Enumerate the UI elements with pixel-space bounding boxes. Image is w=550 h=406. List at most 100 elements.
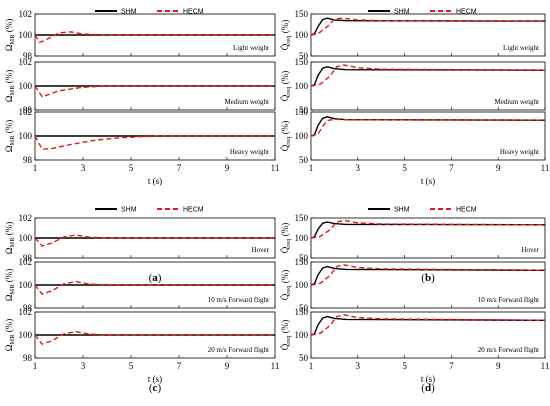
panel-caption: (c) <box>149 382 162 394</box>
panel-caption: (d) <box>421 382 435 394</box>
legend: SHM HECM <box>368 9 477 16</box>
x-tick-label: 3 <box>356 361 361 371</box>
panel-caption: (b) <box>421 272 435 284</box>
x-tick-label: 7 <box>177 361 182 371</box>
x-tick-label: 1 <box>33 361 38 371</box>
y-tick-label: 100 <box>295 233 309 243</box>
y-tick-label: 100 <box>295 131 309 141</box>
y-tick-label: 100 <box>19 30 33 40</box>
panel-note: Medium weight <box>224 98 269 106</box>
y-tick-label: 100 <box>295 330 309 340</box>
y-tick-label: 50 <box>299 353 309 363</box>
panel-note: Hover <box>252 246 270 254</box>
x-tick-label: 11 <box>271 361 280 371</box>
y-tick-label: 150 <box>295 107 309 117</box>
x-tick-label: 11 <box>541 163 550 173</box>
x-axis-label: t (s) <box>421 176 435 186</box>
y-tick-label: 98 <box>23 105 33 115</box>
x-tick-label: 9 <box>496 163 501 173</box>
y-tick-label: 50 <box>299 51 309 61</box>
y-tick-label: 102 <box>19 213 33 223</box>
y-tick-label: 50 <box>299 105 309 115</box>
y-axis-label: Q̇req (%) <box>280 20 292 51</box>
series-hecm <box>310 64 546 87</box>
panel-caption: (a) <box>149 272 162 284</box>
y-tick-label: 100 <box>19 280 33 290</box>
legend-label-shm: SHM <box>121 207 137 214</box>
y-tick-label: 150 <box>295 57 309 67</box>
y-axis-label: Q̇req (%) <box>280 270 292 301</box>
y-axis-label: ΩMR (%) <box>4 120 16 153</box>
series-hecm <box>34 234 275 247</box>
y-axis-label: ΩMR (%) <box>4 19 16 52</box>
y-axis-label: ΩMR (%) <box>4 70 16 103</box>
x-tick-label: 9 <box>496 361 501 371</box>
x-axis-label: t (s) <box>421 374 435 384</box>
y-tick-label: 100 <box>295 81 309 91</box>
series-shm <box>310 315 546 336</box>
series-hecm <box>310 314 546 336</box>
x-tick-label: 5 <box>129 163 134 173</box>
series-hecm <box>310 17 546 36</box>
y-tick-label: 50 <box>299 155 309 165</box>
x-tick-label: 11 <box>541 361 550 371</box>
panel-note: Hover <box>522 246 540 254</box>
panel-note: 20 m/s Forward flight <box>208 346 269 354</box>
y-tick-label: 98 <box>23 303 33 313</box>
series-hecm <box>34 85 275 98</box>
x-tick-label: 5 <box>402 163 407 173</box>
y-tick-label: 100 <box>19 330 33 340</box>
y-tick-label: 50 <box>299 303 309 313</box>
series-hecm <box>310 264 546 286</box>
legend-label-hecm: HECM <box>456 9 477 16</box>
series-hecm <box>310 118 546 137</box>
panel-note: 20 m/s Forward flight <box>478 346 539 354</box>
y-tick-label: 100 <box>19 131 33 141</box>
legend-label-shm: SHM <box>394 207 410 214</box>
panel-note: Light weight <box>503 44 539 52</box>
x-tick-label: 3 <box>81 361 86 371</box>
panel-note: 10 m/s Forward flight <box>478 296 539 304</box>
panel-note: Heavy weight <box>230 148 269 156</box>
legend-label-shm: SHM <box>121 9 137 16</box>
x-tick-label: 5 <box>129 361 134 371</box>
y-axis-label: Q̇req (%) <box>280 71 292 102</box>
series-shm <box>310 265 546 286</box>
y-axis-label: ΩMR (%) <box>4 269 16 302</box>
panel-note: Medium weight <box>494 98 539 106</box>
legend: SHM HECM <box>368 207 477 214</box>
y-tick-label: 100 <box>295 30 309 40</box>
y-axis-label: Q̇req (%) <box>280 320 292 351</box>
y-tick-label: 100 <box>19 81 33 91</box>
y-tick-label: 98 <box>23 253 33 263</box>
y-tick-label: 150 <box>295 307 309 317</box>
x-tick-label: 3 <box>81 163 86 173</box>
x-axis-label: t (s) <box>148 176 162 186</box>
y-axis-label: ΩMR (%) <box>4 222 16 255</box>
legend-label-hecm: HECM <box>183 207 204 214</box>
x-tick-label: 1 <box>309 361 314 371</box>
legend-label-hecm: HECM <box>183 9 204 16</box>
y-axis-label: Q̇req (%) <box>280 121 292 152</box>
panel-note: 10 m/s Forward flight <box>208 296 269 304</box>
x-tick-label: 11 <box>271 163 280 173</box>
y-axis-label: ΩMR (%) <box>4 319 16 352</box>
y-tick-label: 102 <box>19 257 33 267</box>
y-tick-label: 102 <box>19 57 33 67</box>
series-hecm <box>34 280 275 295</box>
y-tick-label: 100 <box>19 233 33 243</box>
x-axis-label: t (s) <box>148 374 162 384</box>
y-tick-label: 102 <box>19 307 33 317</box>
x-tick-label: 1 <box>33 163 38 173</box>
x-tick-label: 7 <box>449 361 454 371</box>
